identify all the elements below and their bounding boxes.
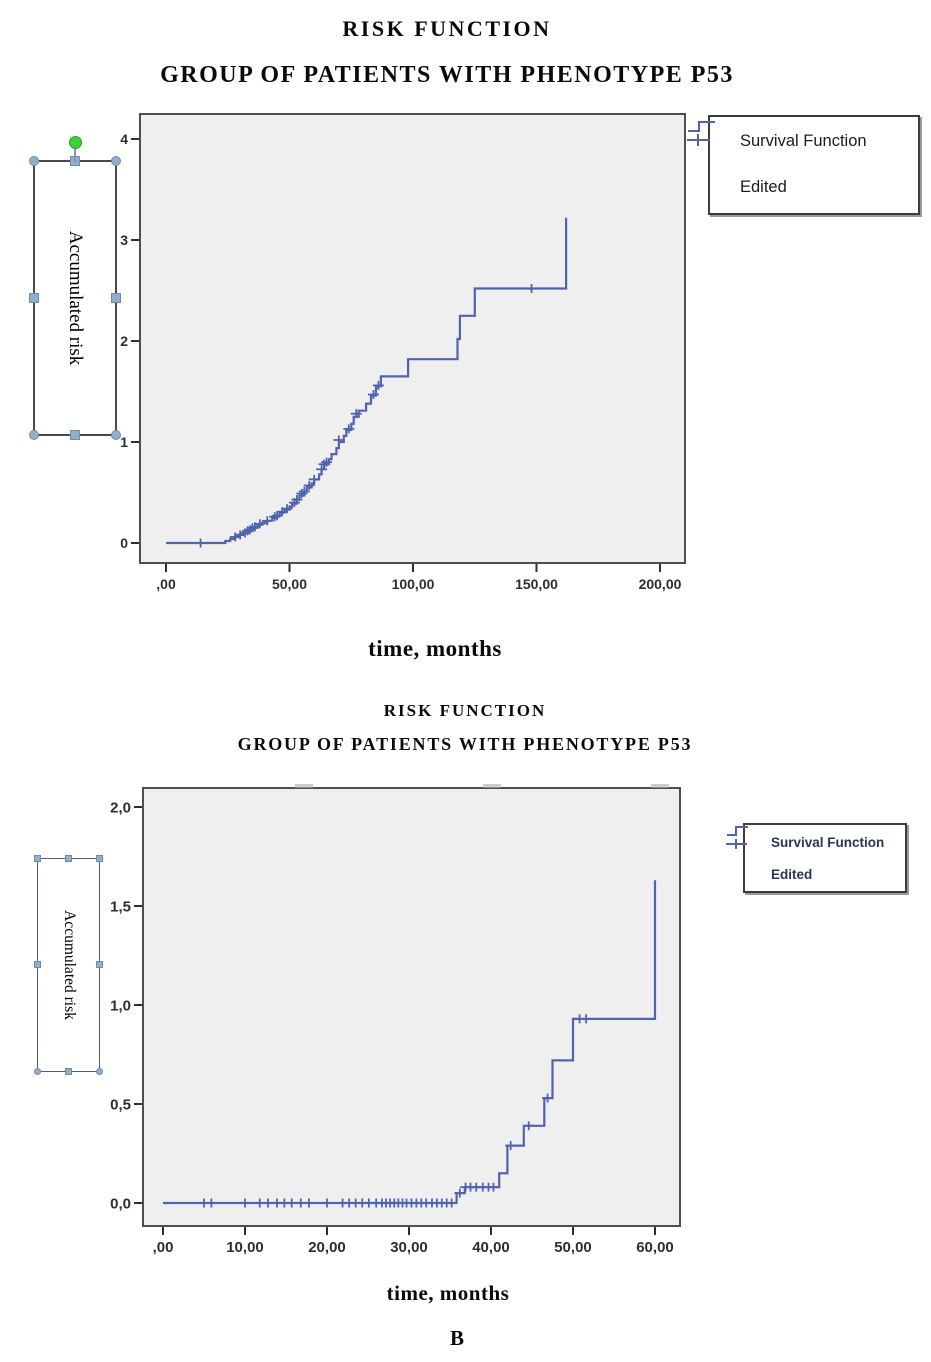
legend-box: Survival Function Edited	[726, 823, 907, 893]
legend-item-edited: Edited	[771, 867, 813, 882]
svg-text:20,00: 20,00	[308, 1239, 346, 1256]
svg-text:1,0: 1,0	[110, 997, 131, 1014]
chart2-title: RISK FUNCTION	[383, 701, 547, 720]
svg-text:40,00: 40,00	[472, 1239, 510, 1256]
svg-text:10,00: 10,00	[226, 1239, 264, 1256]
resize-handle[interactable]	[29, 156, 39, 166]
resize-handle[interactable]	[34, 961, 41, 968]
resize-handle[interactable]	[96, 855, 103, 862]
svg-text:2,0: 2,0	[110, 799, 131, 816]
y-axis-title: Accumulated risk	[65, 230, 86, 366]
resize-handle[interactable]	[96, 1068, 103, 1075]
y-axis-label-textbox[interactable]: Accumulated risk	[29, 136, 121, 440]
chart1-subtitle: GROUP OF PATIENTS WITH PHENOTYPE P53	[160, 62, 734, 88]
resize-handle[interactable]	[64, 855, 72, 862]
y-axis-label-textbox[interactable]: Accumulated risk	[34, 855, 103, 1075]
svg-text:,00: ,00	[153, 1239, 174, 1256]
resize-handle[interactable]	[29, 293, 39, 303]
svg-text:50,00: 50,00	[272, 576, 307, 592]
chart1-title: RISK FUNCTION	[342, 16, 552, 41]
rotation-handle[interactable]	[69, 136, 82, 149]
legend-box: Survival Function Edited	[687, 115, 920, 215]
rotation-handle-stem	[74, 147, 76, 162]
svg-text:2: 2	[120, 333, 128, 349]
chart1-x-axis-title: time, months	[368, 636, 502, 661]
chart2-x-axis-title: time, months	[386, 1281, 510, 1305]
svg-text:1,5: 1,5	[110, 898, 131, 915]
censor-plus-icon	[687, 134, 710, 146]
resize-handle[interactable]	[29, 430, 39, 440]
legend-item-edited: Edited	[740, 178, 787, 196]
resize-handle[interactable]	[111, 293, 121, 303]
resize-handle[interactable]	[111, 156, 121, 166]
svg-text:200,00: 200,00	[639, 576, 682, 592]
y-axis-title: Accumulated risk	[60, 910, 78, 1020]
censor-plus-icon	[726, 839, 747, 849]
chart2-subtitle: GROUP OF PATIENTS WITH PHENOTYPE P53	[237, 734, 693, 754]
step-line-icon	[688, 121, 715, 132]
legend-item-survival-function: Survival Function	[771, 835, 885, 850]
legend-item-survival-function: Survival Function	[740, 132, 867, 150]
svg-text:0,5: 0,5	[110, 1096, 131, 1113]
svg-text:0,0: 0,0	[110, 1195, 131, 1212]
svg-text:,00: ,00	[156, 576, 176, 592]
svg-text:100,00: 100,00	[392, 576, 435, 592]
resize-handle[interactable]	[70, 430, 80, 440]
figure-label: B	[449, 1326, 464, 1350]
resize-handle[interactable]	[96, 961, 103, 968]
svg-text:150,00: 150,00	[515, 576, 558, 592]
svg-text:50,00: 50,00	[554, 1239, 592, 1256]
svg-text:4: 4	[120, 131, 128, 147]
svg-text:60,00: 60,00	[636, 1239, 674, 1256]
resize-handle[interactable]	[34, 855, 41, 862]
resize-handle[interactable]	[64, 1068, 72, 1075]
step-line-icon	[727, 826, 748, 836]
svg-text:3: 3	[120, 232, 128, 248]
resize-handle[interactable]	[111, 430, 121, 440]
svg-text:0: 0	[120, 535, 128, 551]
svg-text:1: 1	[120, 434, 128, 450]
svg-text:30,00: 30,00	[390, 1239, 428, 1256]
resize-handle[interactable]	[34, 1068, 41, 1075]
